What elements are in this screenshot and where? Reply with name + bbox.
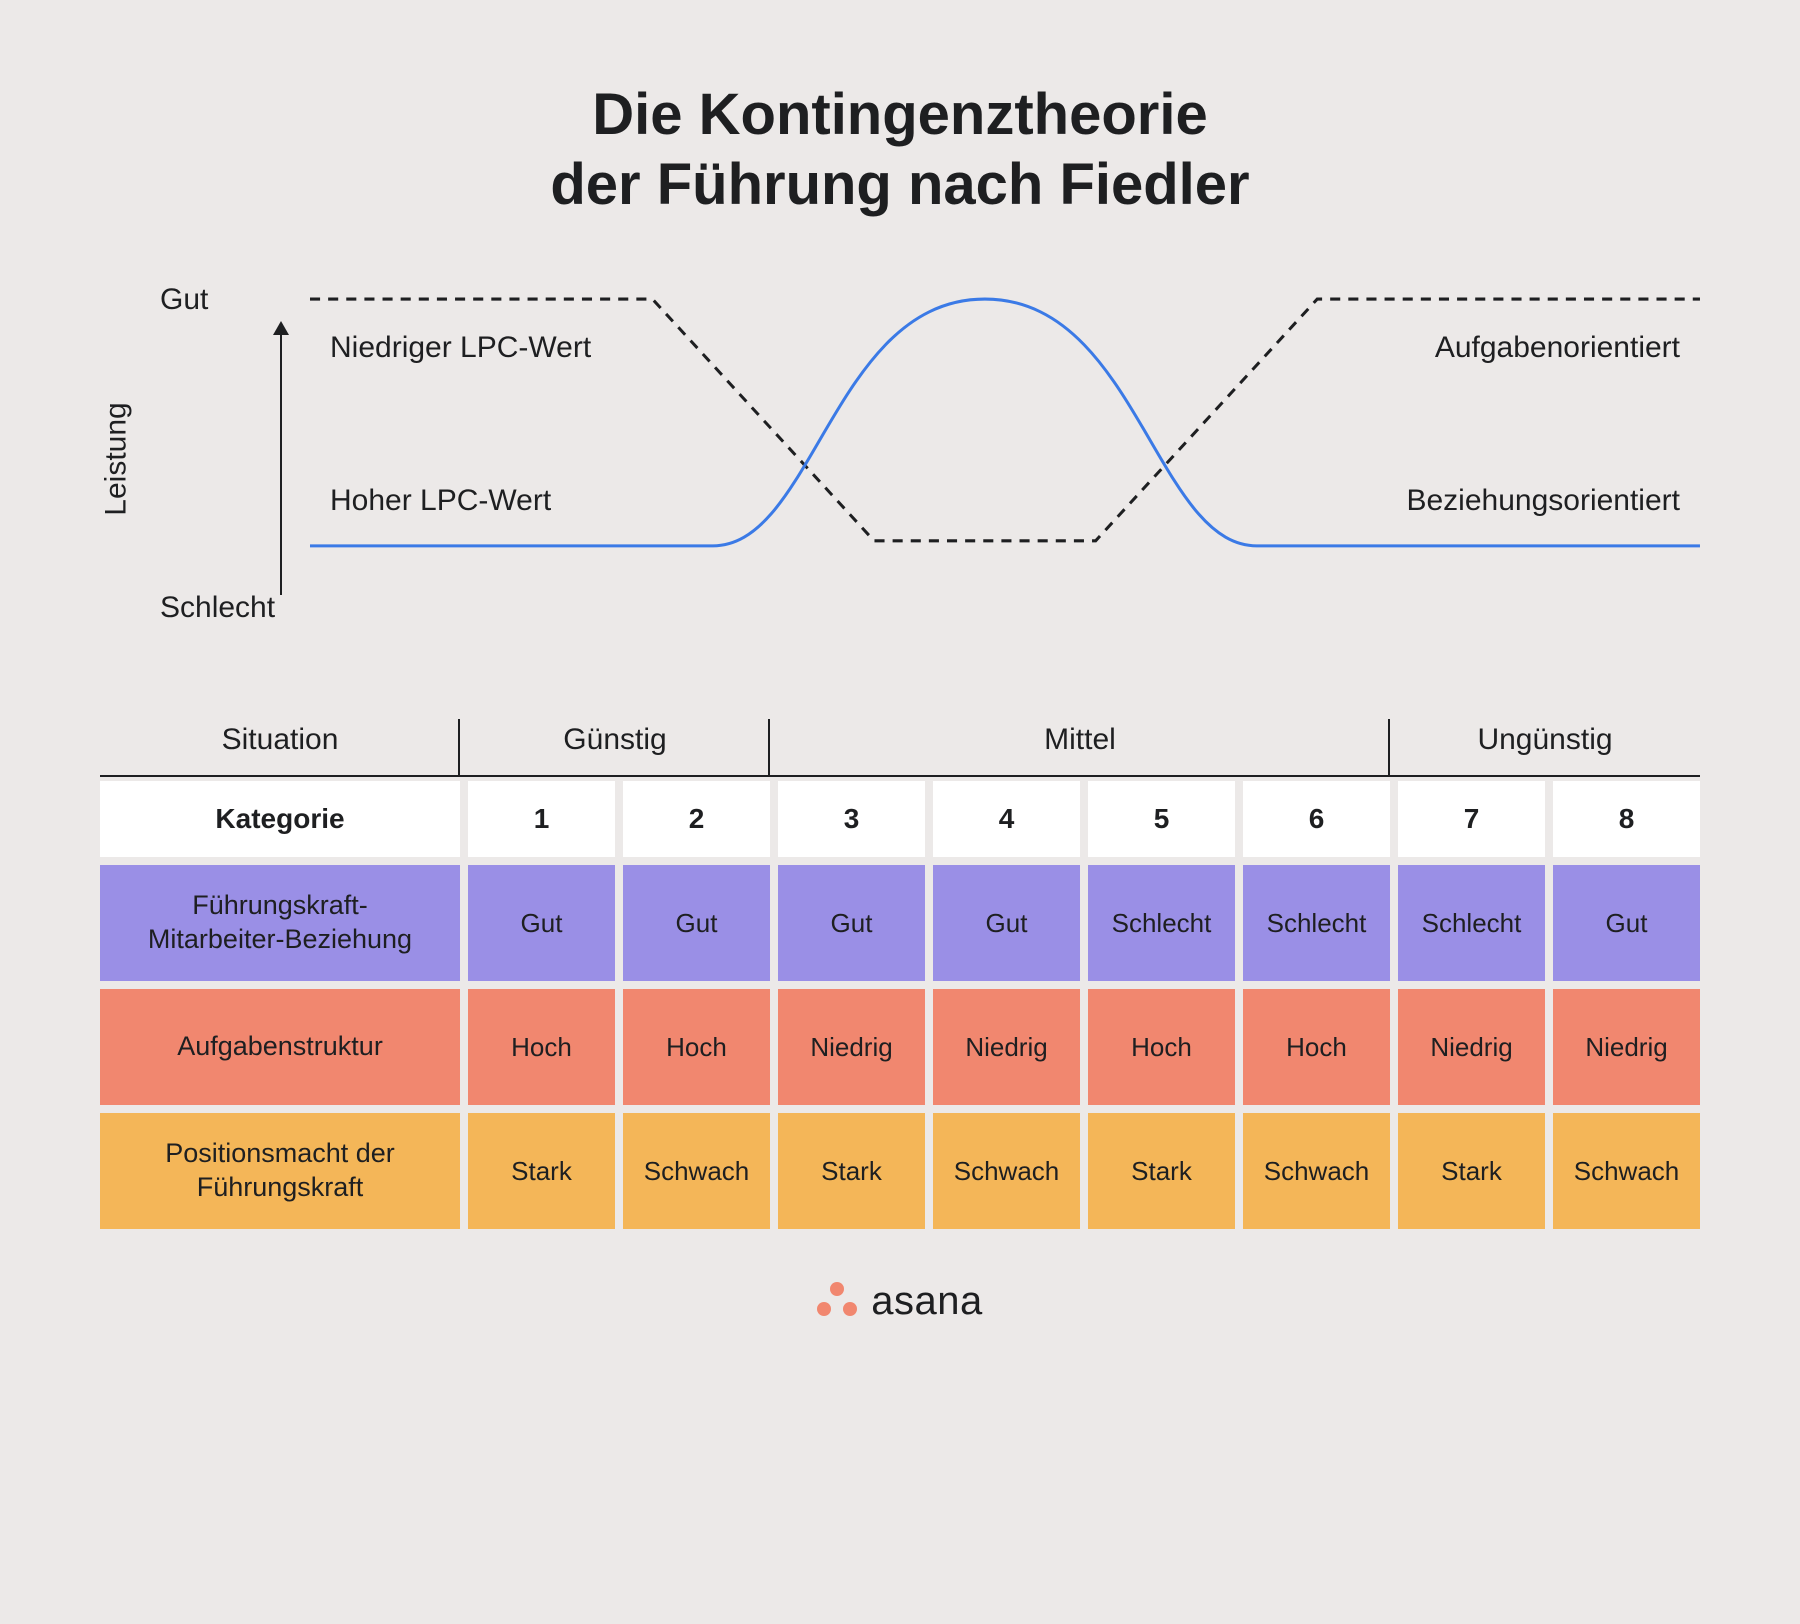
label-task-oriented: Aufgabenorientiert	[1435, 331, 1680, 365]
table-cell: Stark	[778, 1113, 925, 1229]
label-relationship-oriented: Beziehungsorientiert	[1406, 484, 1680, 518]
table-row: AufgabenstrukturHochHochNiedrigNiedrigHo…	[100, 989, 1700, 1105]
table-cell: Hoch	[1243, 989, 1390, 1105]
row-label: Führungskraft- Mitarbeiter-Beziehung	[100, 865, 460, 981]
y-axis-arrow	[280, 323, 282, 595]
table-cell: Stark	[1398, 1113, 1545, 1229]
situation-group-1: Günstig	[460, 709, 770, 777]
table-cell: Gut	[1553, 865, 1700, 981]
table-cell: Schwach	[623, 1113, 770, 1229]
page-title: Die Kontingenztheorie der Führung nach F…	[100, 80, 1700, 219]
table-cell: Schwach	[1243, 1113, 1390, 1229]
table-cell: Niedrig	[778, 989, 925, 1105]
category-row: Kategorie12345678	[100, 781, 1700, 857]
table-cell: Hoch	[623, 989, 770, 1105]
table-cell: Schlecht	[1398, 865, 1545, 981]
category-number: 6	[1243, 781, 1390, 857]
category-number: 4	[933, 781, 1080, 857]
label-high-lpc: Hoher LPC-Wert	[330, 484, 551, 518]
table-cell: Gut	[778, 865, 925, 981]
situation-header-row: Situation Günstig Mittel Ungünstig	[100, 709, 1700, 777]
situation-group-3: Ungünstig	[1390, 709, 1700, 777]
table-cell: Schlecht	[1088, 865, 1235, 981]
table-cell: Stark	[1088, 1113, 1235, 1229]
performance-chart: Leistung Gut Schlecht Niedriger LPC-Wert…	[110, 289, 1700, 629]
title-line-1: Die Kontingenztheorie	[592, 82, 1207, 147]
table-cell: Schlecht	[1243, 865, 1390, 981]
table-cell: Stark	[468, 1113, 615, 1229]
category-number: 7	[1398, 781, 1545, 857]
table-cell: Niedrig	[1398, 989, 1545, 1105]
title-line-2: der Führung nach Fiedler	[550, 152, 1249, 217]
row-label: Aufgabenstruktur	[100, 989, 460, 1105]
table-cell: Niedrig	[1553, 989, 1700, 1105]
brand-logo: asana	[100, 1279, 1700, 1324]
table-cell: Gut	[623, 865, 770, 981]
category-number: 8	[1553, 781, 1700, 857]
asana-logo-icon	[817, 1282, 857, 1322]
y-axis-label: Leistung	[100, 402, 134, 515]
y-axis-bottom: Schlecht	[160, 591, 275, 625]
table-cell: Hoch	[468, 989, 615, 1105]
situation-group-2: Mittel	[770, 709, 1390, 777]
category-number: 3	[778, 781, 925, 857]
table-cell: Gut	[933, 865, 1080, 981]
table-cell: Hoch	[1088, 989, 1235, 1105]
contingency-table: Situation Günstig Mittel Ungünstig Kateg…	[100, 709, 1700, 1229]
category-number: 5	[1088, 781, 1235, 857]
category-number: 1	[468, 781, 615, 857]
table-cell: Schwach	[933, 1113, 1080, 1229]
category-number: 2	[623, 781, 770, 857]
table-row: Positionsmacht der FührungskraftStarkSch…	[100, 1113, 1700, 1229]
chart-svg	[310, 289, 1700, 561]
category-header: Kategorie	[100, 781, 460, 857]
logo-dot	[817, 1302, 831, 1316]
table-row: Führungskraft- Mitarbeiter-BeziehungGutG…	[100, 865, 1700, 981]
logo-dot	[830, 1282, 844, 1296]
table-cell: Schwach	[1553, 1113, 1700, 1229]
table-cell: Niedrig	[933, 989, 1080, 1105]
label-low-lpc: Niedriger LPC-Wert	[330, 331, 591, 365]
brand-name: asana	[871, 1279, 982, 1324]
row-label: Positionsmacht der Führungskraft	[100, 1113, 460, 1229]
table-cell: Gut	[468, 865, 615, 981]
logo-dot	[843, 1302, 857, 1316]
situation-header: Situation	[100, 709, 460, 777]
y-axis-top: Gut	[160, 283, 208, 317]
